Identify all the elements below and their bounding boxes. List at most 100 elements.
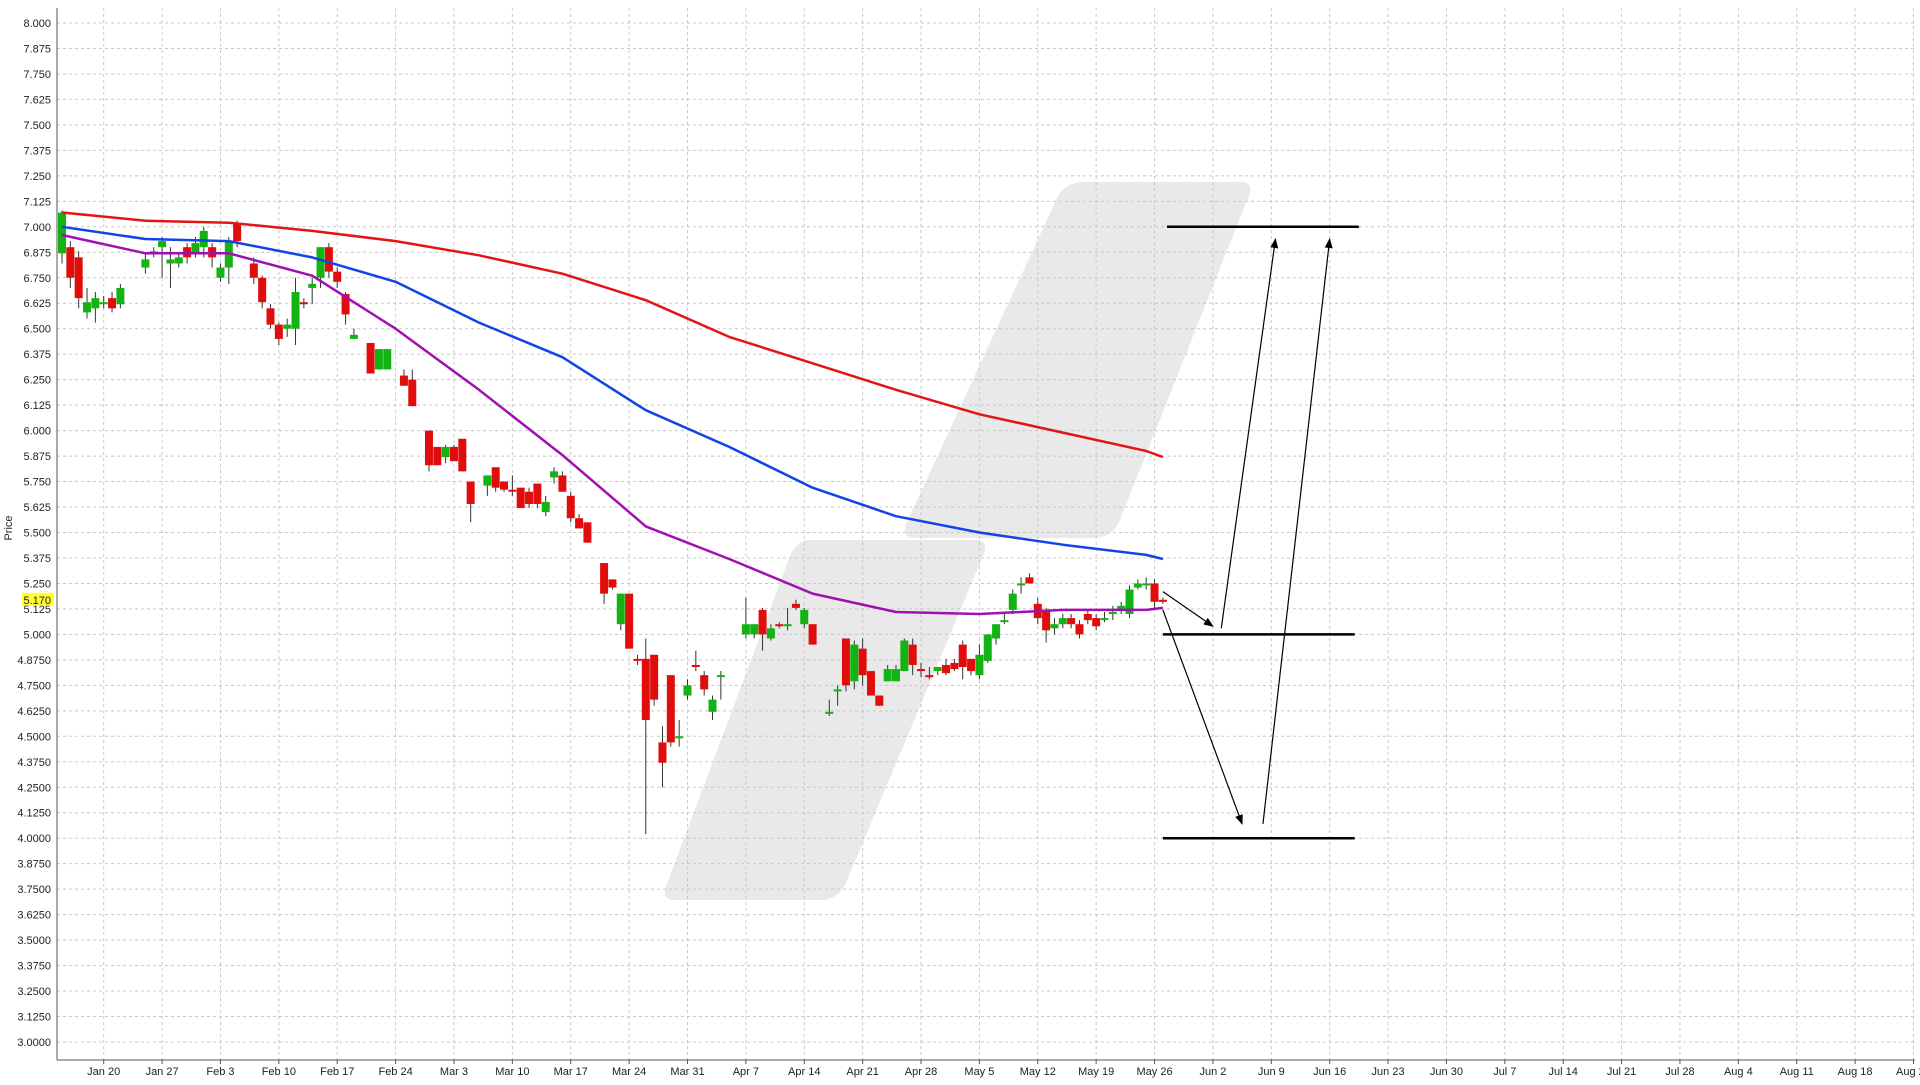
candle-body (466, 481, 475, 504)
x-tick-label: Jul 7 (1493, 1066, 1516, 1078)
x-tick-label: Jun 2 (1199, 1066, 1226, 1078)
y-tick-label: 5.500 (23, 528, 51, 540)
candle-body (174, 257, 183, 264)
candle-body (883, 669, 892, 682)
x-tick-label: Apr 28 (905, 1066, 937, 1078)
candle-body (550, 471, 559, 478)
x-tick-label: Apr 14 (788, 1066, 820, 1078)
candle-body (1017, 583, 1026, 586)
candle-body (508, 489, 517, 492)
candle-body (1058, 618, 1067, 625)
x-tick-label: Feb 10 (262, 1066, 296, 1078)
candle-body (1150, 583, 1159, 602)
candle-body (299, 302, 308, 305)
candle-body (892, 669, 900, 682)
y-tick-label: 6.000 (23, 426, 51, 438)
candle-body (158, 241, 167, 248)
candle-body (1158, 599, 1167, 602)
candle-body (99, 302, 108, 305)
candle-body (975, 654, 984, 676)
candle-body (616, 593, 625, 625)
candle-body (858, 648, 867, 676)
candle-body (833, 689, 842, 692)
candle-body (525, 491, 534, 504)
x-tick-label: Jun 23 (1372, 1066, 1405, 1078)
y-tick-label: 4.0000 (17, 833, 51, 845)
candle-body (1025, 577, 1034, 584)
candle-body (900, 640, 909, 672)
candle-body (541, 501, 550, 513)
candle-body (199, 230, 208, 248)
candle-body (800, 609, 809, 625)
x-tick-label: Feb 24 (378, 1066, 412, 1078)
candle-body (558, 475, 567, 492)
candle-body (625, 593, 634, 649)
candle-body (958, 644, 967, 668)
y-tick-label: 5.875 (23, 451, 51, 463)
candle-body (449, 446, 458, 462)
x-tick-label: Jun 16 (1313, 1066, 1346, 1078)
candle-body (683, 685, 692, 696)
y-tick-label: 6.500 (23, 324, 51, 336)
candle-body (1125, 589, 1134, 615)
candle-body (324, 247, 333, 272)
candle-body (233, 222, 242, 242)
candle-body (708, 699, 717, 712)
y-tick-label: 3.2500 (17, 986, 51, 998)
candle-body (933, 667, 942, 672)
candle-body (850, 644, 859, 682)
candle-body (291, 292, 300, 329)
candle-body (633, 658, 642, 661)
candle-body (83, 302, 92, 313)
y-tick-label: 5.000 (23, 629, 51, 641)
y-tick-label: 6.750 (23, 273, 51, 285)
watermark-logo (904, 182, 1251, 538)
candle-body (758, 609, 767, 635)
candle-body (675, 736, 684, 739)
candle-body (66, 247, 75, 278)
candle-body (983, 634, 992, 661)
candle-body (308, 283, 317, 288)
y-tick-label: 7.000 (23, 222, 51, 234)
y-tick-label: 6.625 (23, 298, 51, 310)
y-axis-label: Price (3, 515, 15, 540)
y-tick-label: 5.250 (23, 578, 51, 590)
candle-body (441, 446, 450, 458)
candle-body (608, 579, 617, 588)
candle-body (600, 563, 609, 594)
y-tick-label: 5.750 (23, 477, 51, 489)
y-tick-label: 4.1250 (17, 808, 51, 820)
y-tick-label: 6.875 (23, 247, 51, 259)
candle-body (116, 287, 125, 305)
candle-body (1042, 609, 1051, 631)
x-tick-label: Apr 7 (733, 1066, 759, 1078)
candle-body (1117, 605, 1126, 610)
candle-body (216, 267, 225, 278)
candle-body (399, 375, 408, 386)
candle-body (1092, 618, 1101, 627)
candle-body (650, 654, 659, 700)
y-tick-label: 3.5000 (17, 935, 51, 947)
x-tick-label: Jun 9 (1258, 1066, 1285, 1078)
candle-body (341, 294, 350, 315)
watermark-logo (664, 540, 986, 900)
x-tick-label: May 19 (1078, 1066, 1114, 1078)
candle-body (424, 430, 433, 466)
y-tick-label: 7.500 (23, 120, 51, 132)
candle-body (741, 624, 750, 635)
candle-body (1083, 614, 1092, 621)
candle-body (249, 263, 258, 278)
x-tick-label: May 5 (964, 1066, 994, 1078)
candle-body (383, 349, 392, 370)
candle-body (917, 669, 926, 672)
candle-body (942, 664, 951, 674)
projection-arrow (1262, 238, 1333, 825)
candle-body (583, 522, 592, 543)
x-tick-label: Mar 31 (670, 1066, 704, 1078)
x-tick-label: Aug 11 (1780, 1066, 1814, 1078)
x-tick-label: Feb 3 (206, 1066, 234, 1078)
y-tick-label: 7.750 (23, 69, 51, 81)
x-tick-label: Mar 24 (612, 1066, 646, 1078)
candle-body (374, 349, 383, 370)
candle-body (716, 675, 725, 678)
